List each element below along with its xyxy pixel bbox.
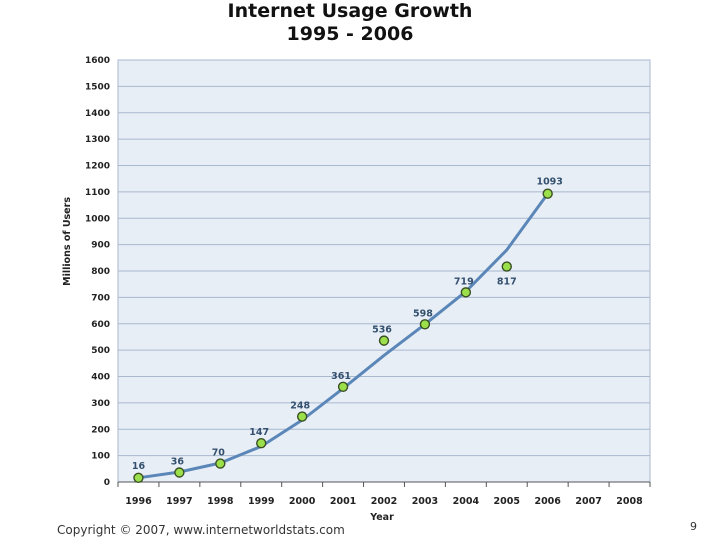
x-tick-label: 1996 <box>125 496 152 507</box>
data-label: 36 <box>171 457 185 468</box>
x-tick-label: 2004 <box>453 496 480 507</box>
y-tick-label: 100 <box>91 452 110 462</box>
x-tick-label: 2005 <box>494 496 520 507</box>
y-tick-label: 300 <box>91 399 110 409</box>
y-tick-label: 1000 <box>85 214 110 224</box>
x-tick-label: 2003 <box>412 496 438 507</box>
chart-subtitle: 1995 - 2006 <box>286 23 414 45</box>
y-tick-label: 1200 <box>85 162 110 172</box>
data-point <box>256 438 267 449</box>
data-point <box>337 381 349 392</box>
y-tick-label: 1600 <box>85 56 110 66</box>
data-label: 536 <box>372 325 392 336</box>
data-point <box>460 287 472 298</box>
x-tick-label: 2000 <box>289 496 316 507</box>
x-tick-label: 1997 <box>166 496 192 507</box>
y-tick-label: 200 <box>91 425 110 435</box>
data-point <box>174 467 185 478</box>
page-number: 9 <box>690 520 697 533</box>
data-label: 719 <box>454 276 474 287</box>
x-tick-label: 2007 <box>575 496 601 507</box>
data-point <box>296 411 308 422</box>
y-axis-title: Millions of Users <box>62 197 73 286</box>
y-tick-label: 900 <box>91 241 110 251</box>
y-tick-label: 1100 <box>85 188 110 198</box>
x-tick-label: 2002 <box>371 496 397 507</box>
y-tick-label: 600 <box>91 320 110 330</box>
data-label: 817 <box>497 277 517 288</box>
x-tick-label: 2006 <box>534 496 561 507</box>
data-label: 598 <box>413 308 433 319</box>
chart-title-block: Internet Usage Growth 1995 - 2006 <box>200 0 500 46</box>
x-tick-label: 2001 <box>330 496 356 507</box>
y-tick-label: 700 <box>91 293 110 303</box>
data-point <box>215 458 226 469</box>
data-point <box>378 335 390 346</box>
x-axis-title: Year <box>369 512 394 523</box>
x-tick-label: 1999 <box>248 496 274 507</box>
data-label: 361 <box>331 371 351 382</box>
copyright-text: Copyright © 2007, www.internetworldstats… <box>57 523 345 537</box>
data-point <box>133 472 144 483</box>
y-tick-label: 0 <box>104 478 110 488</box>
data-label: 16 <box>132 461 146 472</box>
y-tick-label: 1500 <box>85 82 110 92</box>
y-tick-label: 500 <box>91 346 110 356</box>
y-tick-label: 400 <box>91 373 110 383</box>
y-tick-label: 1400 <box>85 109 110 119</box>
data-label: 1093 <box>536 177 562 188</box>
chart-title: Internet Usage Growth <box>227 0 473 22</box>
y-tick-label: 800 <box>91 267 110 277</box>
x-tick-label: 2008 <box>616 496 643 507</box>
x-tick-label: 1998 <box>207 496 234 507</box>
data-label: 147 <box>249 427 269 438</box>
data-point <box>419 319 431 330</box>
data-point <box>501 261 512 272</box>
data-label: 248 <box>290 401 310 412</box>
data-point <box>542 188 553 199</box>
data-label: 70 <box>212 448 226 459</box>
y-tick-label: 1300 <box>85 135 110 145</box>
